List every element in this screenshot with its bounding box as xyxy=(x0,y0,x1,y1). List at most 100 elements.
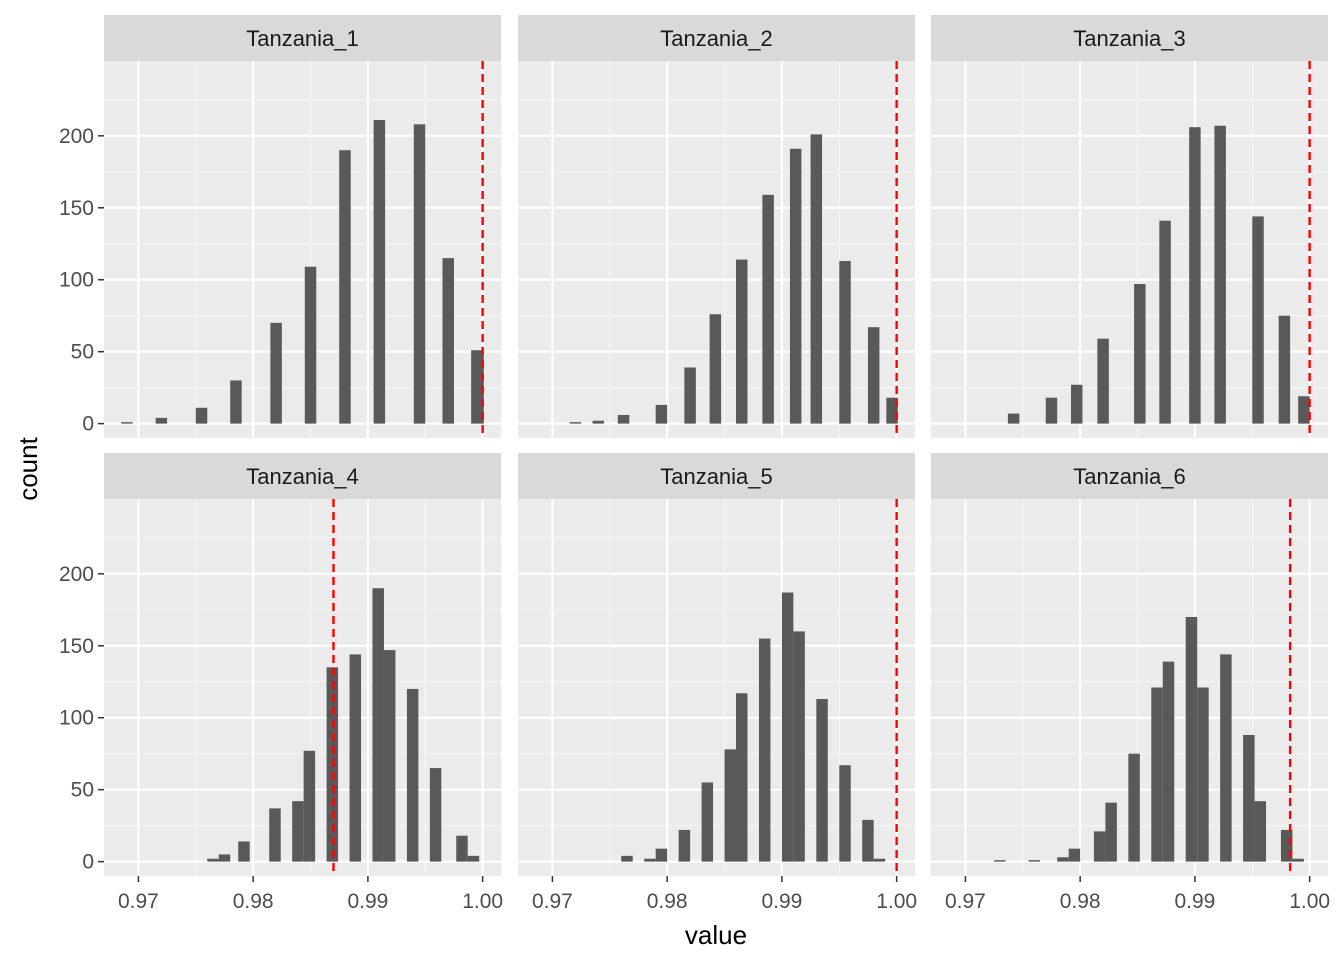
histogram-bar xyxy=(372,588,384,862)
histogram-bar xyxy=(644,858,656,862)
histogram-bar xyxy=(303,750,316,862)
histogram-bar xyxy=(1278,315,1291,424)
histogram-bar xyxy=(467,855,480,862)
histogram-bar xyxy=(155,417,168,424)
histogram-bar xyxy=(678,829,691,862)
histogram-bar xyxy=(1254,801,1267,862)
histogram-bar xyxy=(1028,860,1041,862)
x-tick-label: 0.99 xyxy=(761,890,802,913)
x-tick-label: 0.99 xyxy=(347,890,388,913)
y-tick-label: 150 xyxy=(59,197,94,220)
histogram-bar xyxy=(383,650,396,862)
x-tick-label: 0.98 xyxy=(647,890,688,913)
histogram-bar xyxy=(292,801,304,862)
histogram-bar xyxy=(1134,284,1146,424)
histogram-bar xyxy=(655,404,668,424)
histogram-bar xyxy=(862,819,874,862)
facet-strip xyxy=(931,15,1328,61)
histogram-bar xyxy=(736,693,748,862)
histogram-bar xyxy=(339,150,351,424)
histogram-bar xyxy=(655,848,668,862)
histogram-bar xyxy=(701,782,714,862)
facet-strip-label: Tanzania_6 xyxy=(1073,464,1186,489)
histogram-bar xyxy=(1220,654,1232,862)
facet-strip xyxy=(104,15,501,61)
y-tick-label: 50 xyxy=(71,779,94,802)
histogram-bar xyxy=(684,367,696,424)
x-tick-label: 1.00 xyxy=(1289,890,1330,913)
histogram-bar xyxy=(1105,802,1117,862)
histogram-bar xyxy=(413,124,426,424)
histogram-bar xyxy=(762,194,774,424)
histogram-bar xyxy=(810,134,823,424)
facet-strip xyxy=(931,453,1328,499)
panel-background xyxy=(104,61,501,438)
histogram-bar xyxy=(349,654,362,862)
y-tick-label: 100 xyxy=(59,269,94,292)
histogram-bar xyxy=(569,422,582,424)
panel-background xyxy=(931,61,1328,438)
x-axis-title: value xyxy=(685,920,747,950)
facet-strip xyxy=(104,453,501,499)
histogram-bar xyxy=(709,314,722,424)
facet-strip-label: Tanzania_4 xyxy=(246,464,359,489)
histogram-bar xyxy=(994,860,1006,862)
histogram-bar xyxy=(1243,734,1255,862)
histogram-bar xyxy=(1189,127,1201,424)
histogram-bar xyxy=(1214,125,1226,424)
histogram-bar xyxy=(429,768,442,862)
histogram-bar xyxy=(1007,413,1020,424)
histogram-bar xyxy=(621,855,633,862)
x-tick-label: 0.97 xyxy=(118,890,159,913)
histogram-bar xyxy=(1097,338,1109,424)
histogram-bar xyxy=(270,322,282,424)
histogram-bar xyxy=(442,258,454,424)
y-tick-label: 200 xyxy=(59,125,94,148)
histogram-bar xyxy=(1068,848,1081,862)
histogram-bar xyxy=(789,148,802,424)
histogram-bar xyxy=(886,397,898,424)
panel-background xyxy=(518,499,915,876)
histogram-bar xyxy=(1128,753,1140,862)
histogram-bar xyxy=(736,259,748,424)
y-tick-label: 0 xyxy=(82,413,94,436)
facet-strip xyxy=(518,15,915,61)
histogram-bar xyxy=(471,350,484,424)
histogram-bar xyxy=(839,765,851,862)
histogram-bar xyxy=(1280,829,1293,862)
histogram-bar xyxy=(207,858,219,862)
histogram-bar xyxy=(781,592,794,862)
x-tick-label: 0.97 xyxy=(532,890,573,913)
facet-panel: Tanzania_6 xyxy=(931,453,1328,876)
histogram-bar xyxy=(1159,220,1171,424)
facet-panel: Tanzania_1 xyxy=(104,15,501,438)
x-tick-label: 0.98 xyxy=(1060,890,1101,913)
histogram-bar xyxy=(1252,216,1264,424)
x-tick-label: 0.98 xyxy=(233,890,274,913)
histogram-bar xyxy=(1185,616,1198,862)
histogram-bar xyxy=(816,699,828,862)
histogram-bar xyxy=(724,749,737,862)
histogram-bar xyxy=(195,407,208,424)
histogram-bar xyxy=(1151,687,1163,862)
histogram-bar xyxy=(230,380,242,424)
y-tick-label: 0 xyxy=(82,851,94,874)
facet-panel: Tanzania_4 xyxy=(104,453,501,876)
y-axis-title: count xyxy=(13,436,43,500)
histogram-bar xyxy=(121,422,133,424)
histogram-bar xyxy=(304,266,317,424)
histogram-bar xyxy=(373,119,386,424)
facet-strip-label: Tanzania_3 xyxy=(1073,26,1186,51)
y-tick-label: 200 xyxy=(59,563,94,586)
histogram-bar xyxy=(1162,661,1175,862)
facet-strip xyxy=(518,453,915,499)
histogram-bar xyxy=(1197,687,1209,862)
facet-panel: Tanzania_5 xyxy=(518,453,915,876)
histogram-bar xyxy=(617,414,630,424)
y-axis-layer: 0 50 100 150 200 0 50 100 150 200 xyxy=(59,125,104,874)
histogram-bar xyxy=(218,854,231,862)
facet-strip-label: Tanzania_2 xyxy=(660,26,773,51)
facet-strip-label: Tanzania_1 xyxy=(246,26,359,51)
facet-strip-label: Tanzania_5 xyxy=(660,464,773,489)
histogram-bar xyxy=(758,638,771,862)
